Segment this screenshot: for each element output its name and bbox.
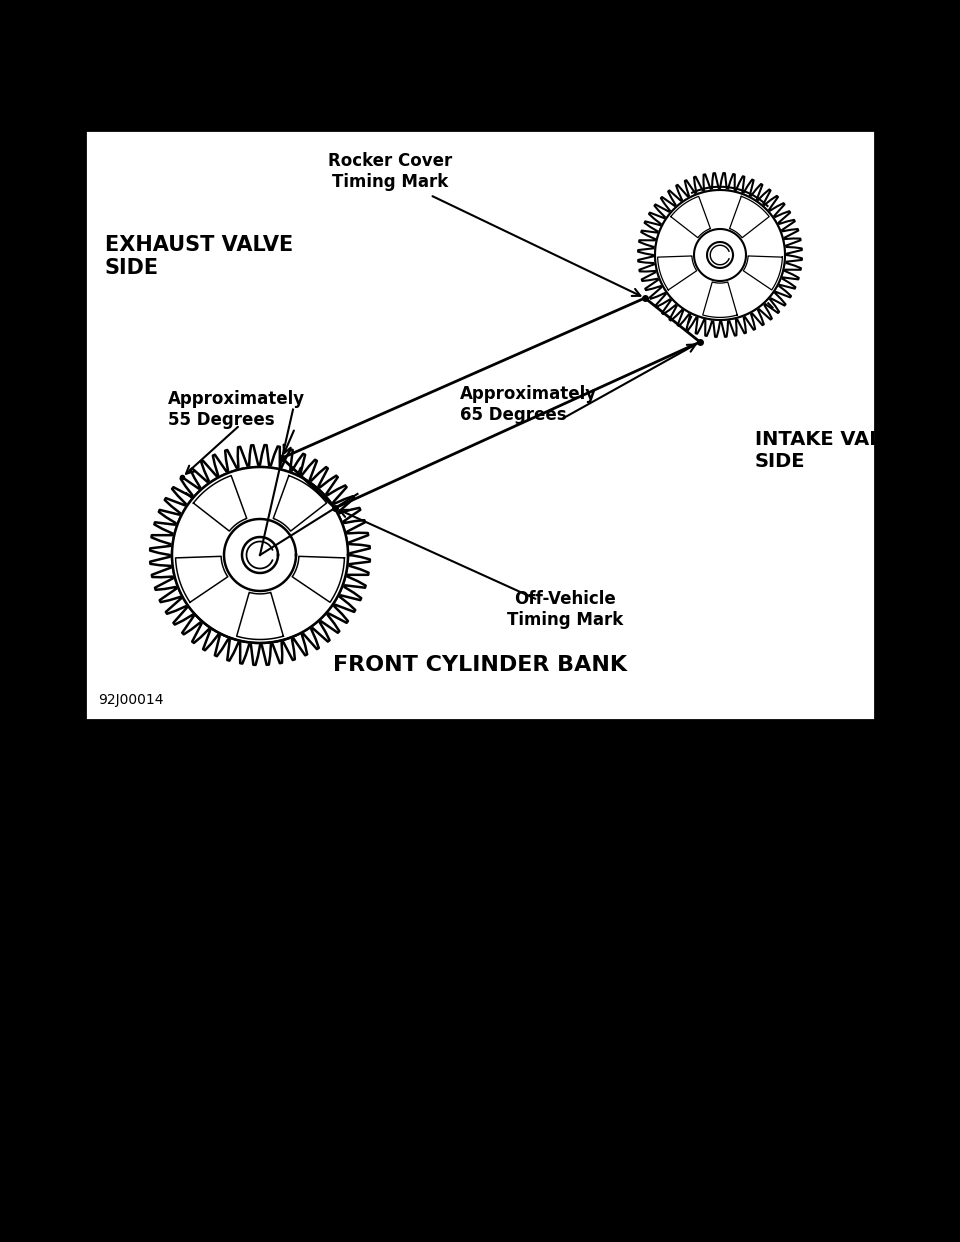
Polygon shape	[694, 229, 746, 281]
Polygon shape	[274, 476, 326, 532]
Polygon shape	[237, 592, 283, 640]
Text: INTAKE VALVE
SIDE: INTAKE VALVE SIDE	[755, 430, 907, 471]
Text: FRONT CYLINDER BANK: FRONT CYLINDER BANK	[333, 655, 627, 674]
Polygon shape	[176, 556, 228, 602]
Text: Approximately
55 Degrees: Approximately 55 Degrees	[168, 390, 305, 428]
Text: Off-Vehicle
Timing Mark: Off-Vehicle Timing Mark	[507, 590, 623, 628]
Polygon shape	[730, 196, 769, 237]
Polygon shape	[193, 476, 247, 532]
Text: Approximately
65 Degrees: Approximately 65 Degrees	[460, 385, 597, 424]
Text: 92J00014: 92J00014	[98, 693, 163, 707]
Polygon shape	[292, 556, 345, 602]
Polygon shape	[658, 256, 697, 289]
Polygon shape	[224, 519, 296, 591]
Text: EXHAUST VALVE
SIDE: EXHAUST VALVE SIDE	[105, 235, 293, 278]
Polygon shape	[703, 282, 737, 318]
Text: Rocker Cover
Timing Mark: Rocker Cover Timing Mark	[328, 152, 452, 191]
Polygon shape	[242, 537, 278, 573]
Polygon shape	[707, 242, 733, 268]
Polygon shape	[172, 467, 348, 643]
Polygon shape	[743, 256, 782, 289]
Polygon shape	[671, 196, 710, 237]
Polygon shape	[655, 190, 785, 320]
Bar	[85, 130, 875, 720]
